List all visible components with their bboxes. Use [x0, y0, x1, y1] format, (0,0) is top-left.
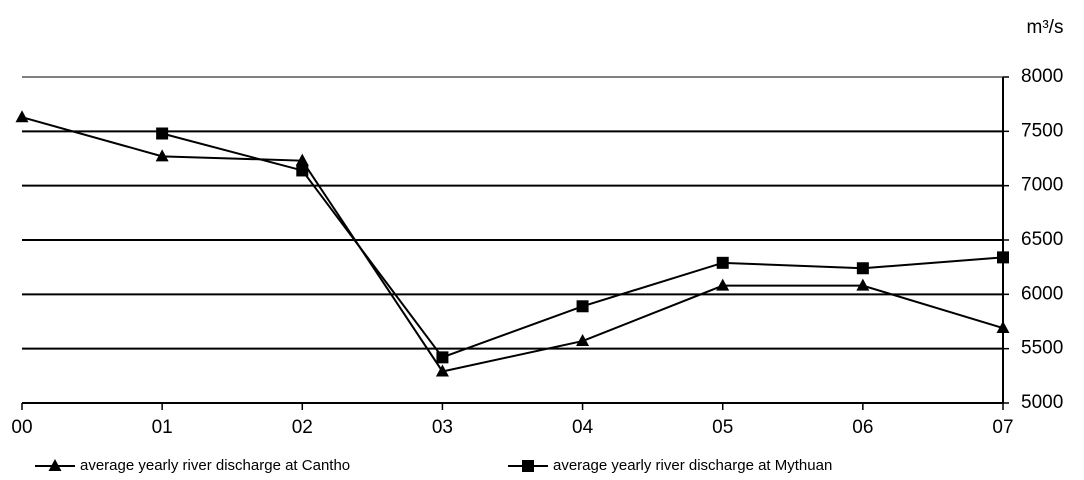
- x-tick-label: 04: [572, 417, 594, 438]
- legend-label: average yearly river discharge at Cantho: [80, 457, 350, 474]
- y-tick-label: 7500: [1021, 120, 1063, 141]
- marker: [522, 460, 534, 472]
- y-tick-label: 5000: [1021, 392, 1063, 413]
- marker: [296, 164, 309, 177]
- marker: [716, 278, 730, 291]
- y-tick-label: 7000: [1021, 175, 1063, 196]
- marker: [716, 256, 729, 269]
- x-tick-label: 03: [432, 417, 453, 438]
- marker: [48, 459, 62, 471]
- series-line: [21, 116, 1004, 373]
- marker: [155, 149, 169, 162]
- legend: average yearly river discharge at Cantho…: [35, 457, 832, 474]
- x-tick-label: 01: [152, 417, 173, 438]
- marker: [435, 364, 449, 377]
- y-tick-label: 6500: [1021, 229, 1063, 250]
- marker: [295, 153, 309, 166]
- marker: [436, 351, 449, 364]
- x-tick-label: 02: [292, 417, 313, 438]
- marker: [996, 321, 1010, 334]
- marker: [576, 300, 589, 313]
- y-tick-label: 6000: [1021, 283, 1063, 304]
- x-tick-label: 00: [11, 417, 32, 438]
- y-tick-label: 5500: [1021, 338, 1063, 359]
- marker: [856, 278, 870, 291]
- series-line: [161, 132, 1004, 359]
- x-tick-label: 05: [712, 417, 733, 438]
- x-tick-label: 07: [992, 417, 1013, 438]
- marker: [856, 262, 869, 275]
- y-axis-label: m³/s: [1027, 17, 1064, 38]
- marker: [156, 127, 169, 140]
- marker: [997, 251, 1009, 264]
- y-tick-label: 8000: [1021, 66, 1063, 87]
- marker: [576, 334, 590, 347]
- x-tick-label: 06: [852, 417, 873, 438]
- legend-label: average yearly river discharge at Mythua…: [553, 457, 832, 474]
- marker: [15, 110, 29, 123]
